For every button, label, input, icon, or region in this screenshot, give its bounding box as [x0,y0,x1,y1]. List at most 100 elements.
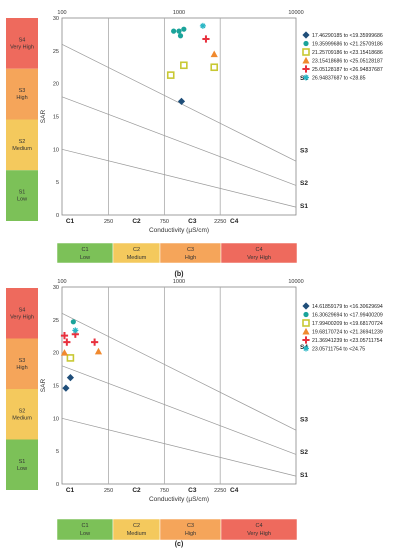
legend-marker-diamond [302,302,309,309]
sodium-class-code: S3 [19,358,26,364]
y-tick-label: 10 [53,416,59,422]
sodium-class-code: S2 [19,408,26,414]
sodium-class-name: High [16,365,27,371]
x-axis-label: Conductivity (µS/cm) [149,496,209,503]
x-tick-label: 1000 [173,279,185,285]
sodium-class-box-s1 [6,170,38,221]
salinity-zone-label: C1 [66,218,75,225]
panel-label: (c) [175,541,184,548]
sodium-class-box-s2 [6,120,38,171]
salinity-zone-label: C4 [230,218,239,225]
y-tick-label: 25 [53,318,59,324]
boundary-label: 250 [104,488,113,494]
salinity-zone-label: C3 [188,487,197,494]
legend-entry-label: 14.61859179 to <16.30629694 [312,304,383,310]
legend-entry-label: 25.05128187 to <26.94837687 [312,67,383,73]
salinity-class-code: C4 [255,247,262,253]
sodium-zone-label: S3 [300,147,308,154]
salinity-class-name: Low [80,255,90,261]
sodium-class-box-s1 [6,440,38,491]
y-tick-label: 10 [53,147,59,153]
boundary-label: 2250 [214,219,226,225]
data-point-star [72,327,78,333]
sodium-class-name: Low [17,466,27,472]
y-tick-label: 30 [53,16,59,22]
y-tick-label: 20 [53,351,59,357]
legend-entry-label: 19.68170724 to <21.36941239 [312,330,383,336]
panel-label: (b) [175,271,184,278]
y-tick-label: 30 [53,285,59,291]
y-tick-label: 0 [56,213,59,219]
legend-entry-label: 21.25709186 to <23.15418686 [312,50,383,56]
legend-marker-triangle [302,328,309,335]
sodium-class-code: S1 [19,459,26,465]
sodium-class-code: S4 [19,37,26,43]
y-tick-label: 5 [56,180,59,186]
data-point-circle [71,319,76,324]
sodium-zone-label: S1 [300,203,308,210]
sodium-class-code: S1 [19,190,26,196]
salinity-class-name: High [185,531,196,537]
salinity-zone-label: C2 [132,218,141,225]
salinity-class-name: High [185,255,196,261]
sodium-zone-label: S2 [300,180,308,187]
legend-marker-circle [303,41,308,46]
y-axis-label: SAR [40,110,47,124]
sodium-class-code: S4 [19,307,26,313]
salinity-zone-label: C2 [132,487,141,494]
y-tick-label: 0 [56,482,59,488]
sodium-class-box-s4 [6,288,38,339]
salinity-class-code: C1 [81,247,88,253]
sodium-class-name: Very High [10,314,34,320]
legend-marker-square [303,320,309,326]
y-tick-label: 15 [53,384,59,390]
salinity-class-code: C1 [81,523,88,529]
sodium-class-code: S3 [19,88,26,94]
y-tick-label: 20 [53,82,59,88]
data-point-circle [181,27,186,32]
sodium-zone-label: S3 [300,416,308,423]
sodium-class-name: High [16,95,27,101]
legend-entry-label: 16.30629694 to <17.99400209 [312,313,383,319]
salinity-class-code: C2 [133,523,140,529]
legend-entry-label: 19.35999686 to <21.25709186 [312,42,383,48]
salinity-class-name: Very High [247,531,271,537]
legend-entry-label: 21.36941239 to <23.05711754 [312,338,383,344]
legend-marker-square [303,49,309,55]
legend-entry-label: 23.05711754 to <24.75 [312,347,365,353]
sodium-class-code: S2 [19,139,26,145]
data-point-circle [178,33,183,38]
data-point-circle [176,29,181,34]
sodium-class-name: Very High [10,44,34,50]
legend-entry-label: 17.99400209 to <19.68170724 [312,321,383,327]
sodium-class-name: Medium [12,415,32,421]
legend-marker-star [303,75,309,81]
legend-marker-triangle [302,57,309,64]
legend-marker-diamond [302,31,309,38]
salinity-class-name: Medium [127,255,147,261]
salinity-class-code: C3 [187,247,194,253]
boundary-label: 250 [104,219,113,225]
x-tick-label: 10000 [288,10,303,16]
salinity-zone-label: C4 [230,487,239,494]
data-point-circle [171,29,176,34]
sodium-class-box-s4 [6,18,38,69]
legend-entry-label: 23.15418686 to <25.05128187 [312,59,383,65]
sodium-class-box-s3 [6,339,38,390]
x-tick-label: 1000 [173,10,185,16]
legend-entry-label: 26.94837687 to <28.85 [312,76,366,82]
legend-marker-star [303,346,309,352]
sodium-class-name: Low [17,197,27,203]
salinity-class-code: C2 [133,247,140,253]
salinity-class-name: Medium [127,531,147,537]
x-tick-label: 10000 [288,279,303,285]
y-tick-label: 15 [53,115,59,121]
salinity-class-code: C4 [255,523,262,529]
legend-marker-plus [302,336,309,343]
salinity-zone-label: C3 [188,218,197,225]
legend-marker-circle [303,312,308,317]
boundary-label: 2250 [214,488,226,494]
y-tick-label: 5 [56,449,59,455]
y-axis-label: SAR [40,379,47,393]
